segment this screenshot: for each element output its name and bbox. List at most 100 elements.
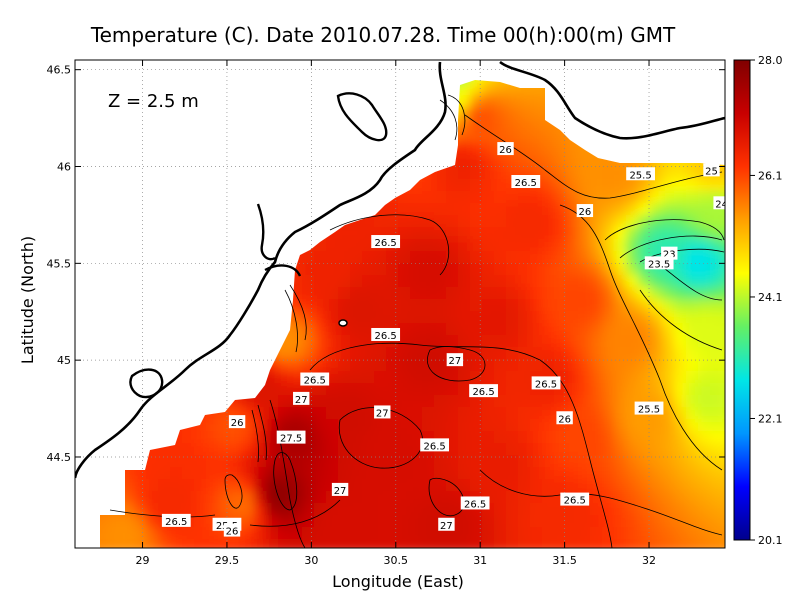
contour-label-box (576, 204, 594, 218)
heatmap-cell (218, 539, 232, 548)
heatmap-cell (326, 287, 340, 301)
contour-label: 24 (713, 196, 725, 210)
heatmap-cell (530, 143, 544, 157)
heatmap-cell (362, 479, 376, 493)
heatmap-cell (278, 359, 292, 373)
heatmap-cell (626, 203, 640, 217)
heatmap-cell (614, 311, 628, 325)
heatmap-cell (722, 467, 725, 481)
heatmap-cell (326, 515, 340, 529)
heatmap-cell (638, 431, 652, 445)
contour-label: 26 (497, 142, 514, 156)
heatmap-cell (194, 503, 208, 517)
heatmap-cell (146, 455, 160, 469)
heatmap-cell (386, 311, 400, 325)
heatmap-cell (350, 251, 364, 265)
heatmap-cell (674, 347, 688, 361)
heatmap-cell (470, 311, 484, 325)
heatmap-cell (434, 323, 448, 337)
heatmap-cell (602, 515, 616, 529)
heatmap-cell (422, 383, 436, 397)
heatmap-cell (506, 431, 520, 445)
heatmap-cell (554, 155, 568, 169)
heatmap-cell (674, 323, 688, 337)
heatmap-cell (614, 443, 628, 457)
heatmap-cell (602, 359, 616, 373)
heatmap-cell (578, 299, 592, 313)
heatmap-cell (206, 503, 220, 517)
heatmap-cell (530, 119, 544, 133)
heatmap-cell (614, 227, 628, 241)
heatmap-cell (374, 299, 388, 313)
heatmap-cell (470, 335, 484, 349)
heatmap-cell (458, 515, 472, 529)
heatmap-cell (494, 191, 508, 205)
heatmap-cell (662, 503, 676, 517)
heatmap-cell (698, 251, 712, 265)
heatmap-cell (446, 407, 460, 421)
heatmap-cell (458, 227, 472, 241)
heatmap-cell (722, 539, 725, 548)
heatmap-cell (518, 407, 532, 421)
y-tick-label: 46 (57, 161, 71, 174)
heatmap-cell (674, 491, 688, 505)
heatmap-cell (386, 443, 400, 457)
heatmap-cell (314, 275, 328, 289)
heatmap-cell (602, 395, 616, 409)
heatmap-cell (290, 467, 304, 481)
heatmap-cell (710, 491, 724, 505)
heatmap-cell (374, 287, 388, 301)
heatmap-cell (386, 539, 400, 548)
heatmap-cell (350, 383, 364, 397)
heatmap-cell (398, 479, 412, 493)
heatmap-cell (134, 503, 148, 517)
contour-label: 25.5 (634, 401, 664, 416)
heatmap-cell (374, 371, 388, 385)
heatmap-cell (578, 347, 592, 361)
heatmap-cell (470, 431, 484, 445)
heatmap-cell (638, 527, 652, 541)
heatmap-cell (302, 323, 316, 337)
heatmap-cell (530, 443, 544, 457)
heatmap-cell (422, 407, 436, 421)
contour-label: 26.5 (420, 438, 450, 452)
heatmap-cell (122, 491, 136, 505)
heatmap-cell (674, 203, 688, 217)
heatmap-cell (506, 131, 520, 145)
heatmap-cell (674, 359, 688, 373)
heatmap-cell (194, 515, 208, 529)
heatmap-cell (566, 299, 580, 313)
heatmap-cell (410, 371, 424, 385)
heatmap-cell (278, 515, 292, 529)
heatmap-cell (242, 479, 256, 493)
heatmap-cell (458, 191, 472, 205)
heatmap-cell (566, 335, 580, 349)
heatmap-cell (686, 419, 700, 433)
heatmap-cell (590, 299, 604, 313)
heatmap-cell (314, 431, 328, 445)
island-marker (338, 319, 348, 327)
heatmap-cell (506, 299, 520, 313)
heatmap-cell (386, 371, 400, 385)
heatmap-cell (410, 467, 424, 481)
contour-label-box (560, 492, 590, 506)
heatmap-cell (722, 527, 725, 541)
heatmap-cell (446, 491, 460, 505)
heatmap-cell (650, 503, 664, 517)
heatmap-cell (710, 443, 724, 457)
heatmap-cell (650, 383, 664, 397)
heatmap-cell (470, 119, 484, 133)
heatmap-cell (542, 311, 556, 325)
heatmap-cell (362, 503, 376, 517)
heatmap-cell (398, 275, 412, 289)
heatmap-cell (350, 503, 364, 517)
heatmap-cell (410, 215, 424, 229)
heatmap-cell (338, 443, 352, 457)
colorbar-tick-label: 26.1 (758, 169, 783, 182)
heatmap-cell (482, 251, 496, 265)
contour-label-box (276, 430, 306, 444)
heatmap-cell (542, 191, 556, 205)
heatmap-cell (602, 383, 616, 397)
heatmap-cell (446, 419, 460, 433)
heatmap-cell (434, 491, 448, 505)
